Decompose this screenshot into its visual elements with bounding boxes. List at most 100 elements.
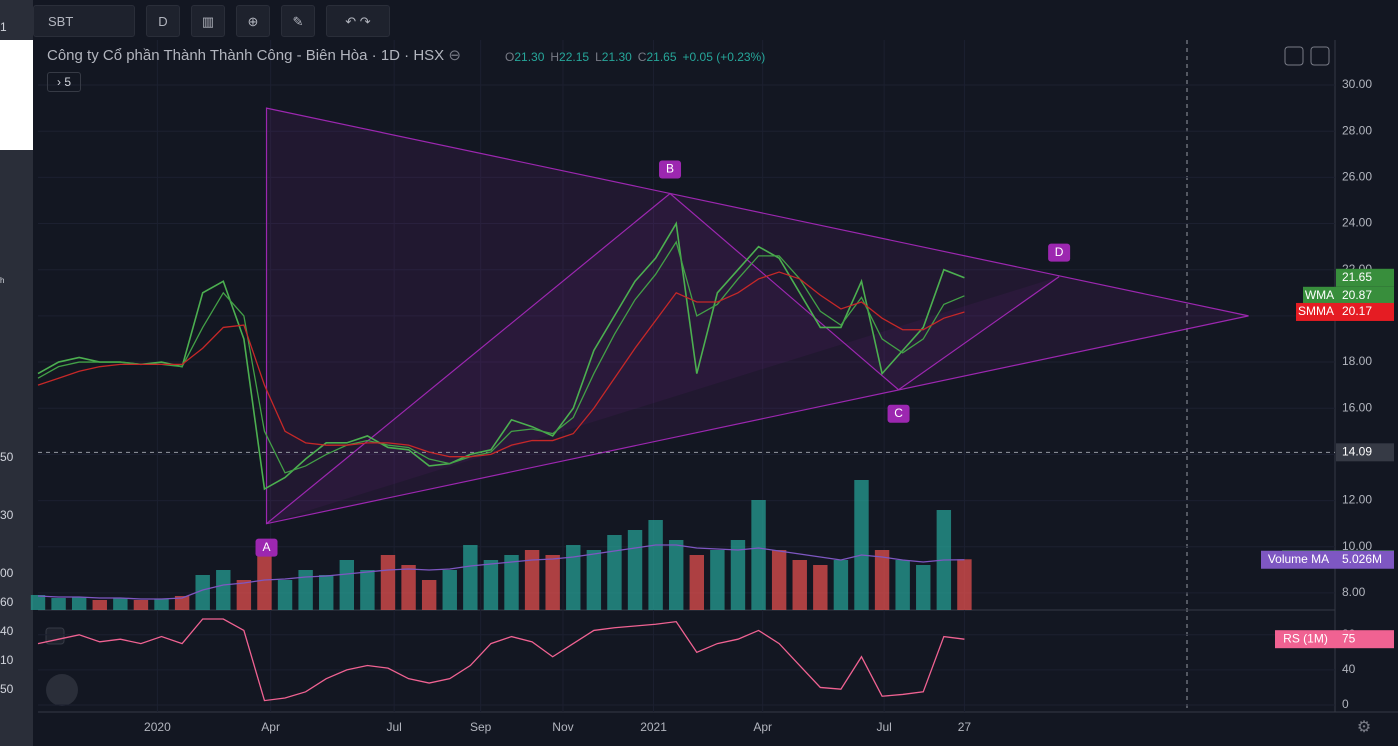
volume-bar (874, 550, 890, 610)
series-line (37, 544, 965, 600)
y-tick-label: 18.00 (1342, 354, 1372, 368)
side-text: 50 (0, 682, 14, 696)
side-text: 1 (0, 20, 7, 34)
volume-bar (319, 575, 334, 610)
ohlc-key: L (595, 50, 602, 64)
volume-bar (133, 600, 149, 610)
side-panel (0, 40, 33, 150)
ohlc-value: 22.15 (559, 50, 590, 64)
x-tick-label: 27 (958, 720, 972, 734)
toolbar: SBT D ▥ ⊕ ✎ ↶ ↷ (33, 0, 1398, 40)
volume-bar (833, 560, 849, 610)
volume-bar (957, 559, 972, 610)
pattern-label: C (894, 406, 903, 420)
volume-bar (257, 555, 272, 610)
side-text: 10 (0, 653, 14, 667)
legend: Công ty Cổ phần Thành Thành Công - Biên … (47, 47, 461, 64)
crosshair-box (1336, 443, 1394, 462)
volume-bar (298, 570, 313, 610)
volume-bar (380, 555, 396, 610)
last-value: 75 (1342, 631, 1356, 645)
last-value: 20.87 (1342, 288, 1372, 302)
volume-bar (463, 545, 478, 610)
volume-bar (216, 570, 231, 610)
indicator-count: 5 (64, 75, 72, 89)
last-value-box (1336, 550, 1394, 569)
volume-bar (545, 555, 560, 610)
volume-bar (730, 540, 746, 610)
last-value: 21.65 (1342, 270, 1372, 284)
x-tick-label: Nov (552, 720, 573, 734)
ohlc-key: H (550, 50, 560, 64)
last-value: 20.17 (1342, 304, 1372, 318)
volume-bar (669, 540, 684, 610)
x-tick-label: 2021 (640, 720, 667, 734)
indicators-button[interactable]: ⊕ (236, 5, 270, 37)
series-line (37, 618, 965, 702)
y-tick-label: 26.00 (1342, 170, 1372, 184)
crosshair-value: 14.09 (1342, 444, 1372, 458)
last-value-box (1336, 268, 1394, 287)
last-value-box (1336, 630, 1394, 649)
volume-bar (813, 565, 828, 610)
volume-bar (421, 580, 437, 610)
volume-bar (30, 595, 46, 610)
volume-bar (895, 560, 910, 610)
undo-redo[interactable]: ↶ ↷ (326, 5, 390, 37)
side-text: 60 (0, 595, 14, 609)
side-text: h (0, 276, 5, 285)
side-text: 00 (0, 566, 14, 580)
sidebar: 1 h 50 30 00 60 40 10 50 (0, 0, 33, 746)
pattern-label-box (255, 538, 278, 557)
settings-icon[interactable]: ⚙ (1357, 719, 1371, 736)
label-tag (1275, 630, 1336, 649)
label-name: Volume MA (1268, 552, 1329, 566)
x-tick-label: Apr (753, 720, 772, 734)
indicator-toggle[interactable]: › 5 (47, 72, 81, 92)
last-value-box (1336, 286, 1394, 305)
volume-bar (154, 599, 169, 610)
label-tag (1303, 286, 1336, 305)
x-tick-label: Jul (386, 720, 401, 734)
volume-bar (916, 565, 931, 610)
legend-title: Công ty Cổ phần Thành Thành Công - Biên … (47, 47, 445, 64)
scroll-button[interactable] (1284, 46, 1304, 66)
fullscreen-button[interactable] (1310, 46, 1330, 66)
label-name: SMMA (1298, 304, 1334, 318)
last-value-box (1336, 302, 1394, 321)
collapse-button[interactable] (45, 627, 65, 645)
ohlc-value: 21.65 (646, 50, 677, 64)
volume-bar (792, 560, 807, 610)
label-name: RS (1M) (1283, 631, 1328, 645)
volume-bar (174, 596, 190, 610)
pattern-label-box (887, 404, 910, 423)
volume-bar (586, 550, 602, 610)
y-tick-label: 30.00 (1342, 77, 1372, 91)
ohlc: O21.30 H22.15 L21.30 C21.65 +0.05 (+0.23%) (505, 50, 765, 64)
volume-bar (195, 575, 210, 610)
side-text: 40 (0, 624, 14, 638)
series-line (37, 271, 965, 458)
ohlc-value: 21.30 (601, 50, 632, 64)
volume-bar (113, 598, 128, 610)
volume-bar (236, 580, 252, 610)
ohlc-change: +0.05 (+0.23%) (682, 50, 766, 64)
y-tick-label: 28.00 (1342, 123, 1372, 137)
chart-type-button[interactable]: ▥ (191, 5, 225, 37)
volume-bar (51, 598, 66, 610)
x-tick-label: 2020 (144, 720, 171, 734)
y-tick-label: 8.00 (1342, 585, 1366, 599)
y-tick-label: 40 (1342, 662, 1356, 676)
interval-button[interactable]: D (146, 5, 180, 37)
y-tick-label: 24.00 (1342, 216, 1372, 230)
symbol-search[interactable]: SBT (33, 5, 135, 37)
replay-button[interactable]: ✎ (281, 5, 315, 37)
pattern-label: A (263, 540, 271, 554)
ohlc-value: 21.30 (514, 50, 545, 64)
y-tick-label: 10.00 (1342, 539, 1372, 553)
logo (46, 674, 78, 706)
volume-bar (710, 550, 725, 610)
side-text: 30 (0, 508, 14, 522)
series-line (37, 240, 965, 474)
